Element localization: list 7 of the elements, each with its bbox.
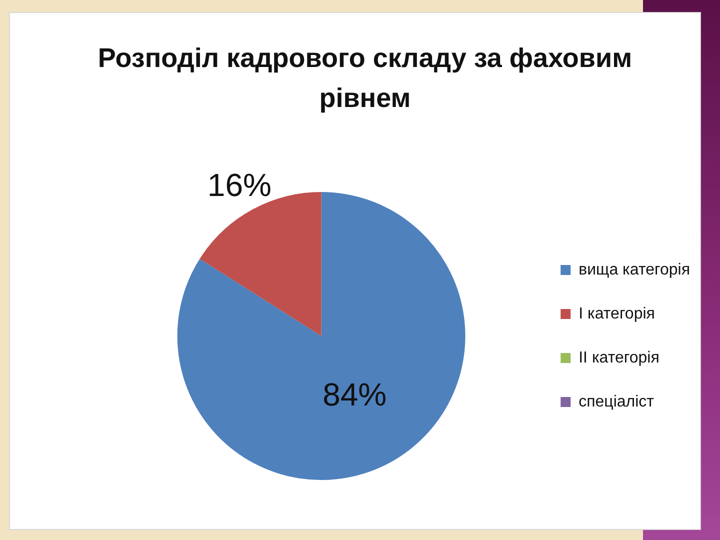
chart-title: Розподіл кадрового складу за фаховим рівнем — [96, 42, 634, 115]
legend-label: І категорія — [578, 305, 655, 322]
data-label: 16% — [207, 166, 272, 203]
legend-label: вища категорія — [578, 261, 690, 278]
legend-label: спеціаліст — [578, 393, 655, 410]
data-label: 84% — [322, 376, 387, 412]
legend-label: ІІ категорія — [578, 349, 660, 366]
